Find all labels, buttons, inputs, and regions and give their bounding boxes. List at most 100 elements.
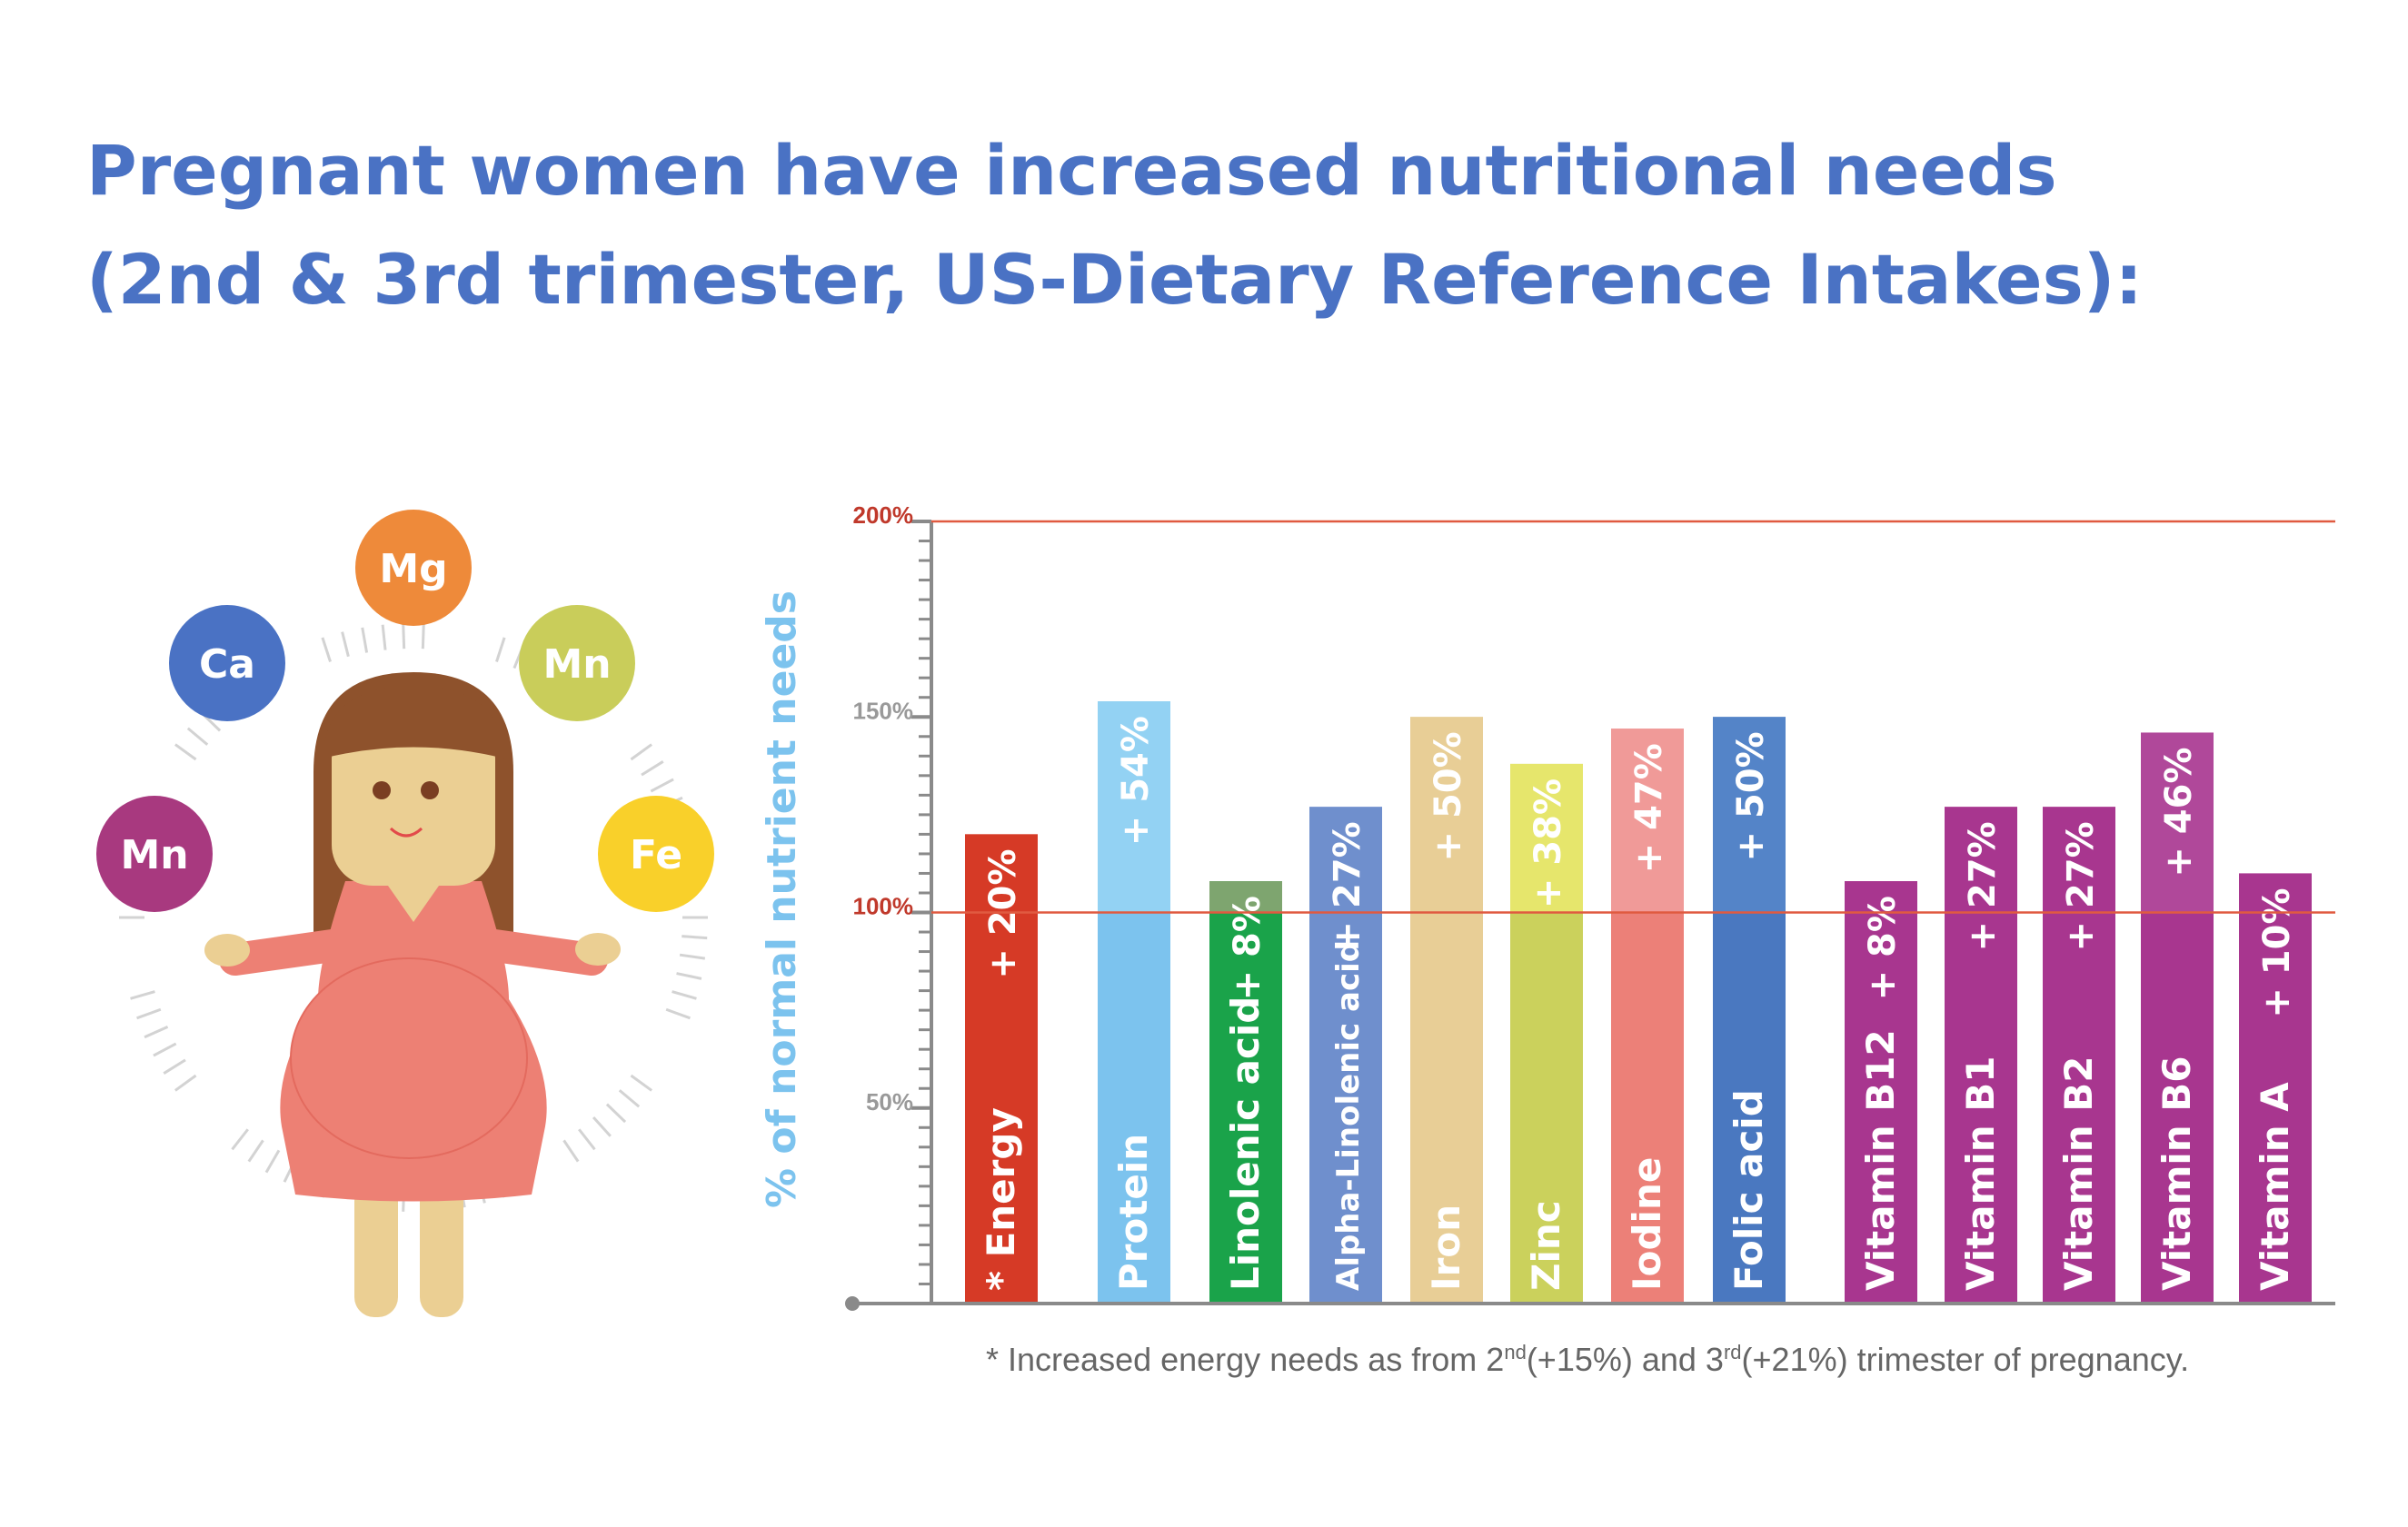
- value-label: + 54%: [1115, 716, 1157, 846]
- ring-dash: [231, 1128, 249, 1151]
- y-axis-label: % of normal nutrient needs: [759, 590, 805, 1208]
- ring-dash: [144, 1026, 169, 1039]
- ring-dash: [672, 990, 697, 1000]
- bar-top-segment: [965, 834, 1038, 913]
- y-tick-label: 100%: [853, 893, 914, 920]
- bar-top-segment: [2043, 807, 2115, 913]
- ring-dash: [676, 972, 702, 980]
- neckline: [382, 877, 445, 922]
- mineral-label: Mn: [542, 641, 611, 688]
- mineral-circle-fe: [598, 796, 714, 912]
- bar: [1845, 881, 1917, 1304]
- value-label: + 50%: [1730, 731, 1772, 861]
- category-label: Vitamin B12: [1858, 1029, 1903, 1291]
- bar-group: Vitamin B1 + 27%: [1945, 807, 2017, 1304]
- y-tick-label: 200%: [853, 501, 914, 529]
- value-label: + 46%: [2158, 747, 2200, 877]
- ring-dash: [578, 1128, 596, 1151]
- bar-top-segment: [1098, 701, 1170, 913]
- mineral-circle-mn: [96, 796, 213, 912]
- bar: [1209, 881, 1282, 1304]
- ring-dash: [650, 778, 674, 793]
- ring-dash: [153, 1042, 177, 1057]
- value-label: + 27%: [1962, 821, 2004, 951]
- bar-top-segment: [2239, 873, 2312, 913]
- ring-dash: [361, 627, 369, 653]
- ring-dash: [264, 1149, 281, 1174]
- hair-fringe: [323, 686, 504, 763]
- category-label: Iron: [1424, 1205, 1468, 1291]
- mineral-label: Ca: [199, 641, 255, 688]
- category-label: * Energy: [979, 1107, 1023, 1291]
- face: [332, 718, 495, 886]
- ring-dash: [341, 631, 350, 658]
- pregnant-woman-illustration: Mg Ca Mn Mn Fe: [96, 510, 714, 1317]
- bar-top-segment: [1845, 881, 1917, 913]
- ring-dash: [381, 624, 387, 650]
- y-axis-ticks: [911, 520, 931, 1305]
- bar-group: Iodine + 47%: [1611, 729, 1684, 1304]
- category-label: Vitamin A: [2253, 1082, 2297, 1291]
- ring-dash: [402, 623, 406, 649]
- ring-dash: [186, 727, 209, 746]
- category-label: Iodine: [1625, 1157, 1669, 1291]
- bar-group: * Energy + 20%: [965, 834, 1038, 1304]
- category-label: Zinc: [1524, 1200, 1568, 1291]
- bar-group: Folic acid + 50%: [1713, 717, 1786, 1304]
- ring-dash: [630, 1074, 653, 1092]
- bar-top-segment: [1209, 881, 1282, 913]
- ring-dash: [605, 1103, 627, 1124]
- ring-dash: [618, 1089, 641, 1108]
- bar-top-segment: [2141, 732, 2214, 913]
- page-title-line-2: (2nd & 3rd trimester, US-Dietary Referen…: [86, 239, 2143, 320]
- category-label: Vitamin B1: [1958, 1056, 2003, 1291]
- value-label: + 27%: [2060, 821, 2102, 951]
- ring-dash: [592, 1116, 612, 1137]
- ring-dash: [247, 1139, 264, 1163]
- bar-group: Iron + 50%: [1410, 717, 1483, 1304]
- bar-group: Vitamin B12+ 8%: [1845, 881, 1917, 1304]
- ring-dash: [495, 637, 506, 662]
- mineral-label: Mn: [120, 832, 188, 878]
- ring-dash: [641, 760, 664, 777]
- mineral-label: Mg: [379, 546, 447, 592]
- category-label: Vitamin B6: [2154, 1056, 2199, 1291]
- footnote-middle: (+15%) and 3: [1526, 1341, 1724, 1378]
- value-label: + 10%: [2256, 887, 2298, 1017]
- ring-dash: [630, 743, 653, 761]
- ring-dash: [163, 1058, 186, 1075]
- bar: [2239, 873, 2312, 1304]
- bar-group: Linolenic acid+ 8%: [1209, 881, 1282, 1304]
- bar-group: Zinc + 38%: [1510, 763, 1583, 1304]
- y-tick-label: 50%: [866, 1088, 913, 1116]
- ring-dash: [174, 1074, 197, 1092]
- footnote: * Increased energy needs as from 2nd(+15…: [986, 1341, 2189, 1379]
- axis-origin-dot: [845, 1296, 860, 1311]
- footnote-sup-nd: nd: [1504, 1341, 1527, 1363]
- mineral-circle-ca: [169, 605, 285, 721]
- mineral-label: Fe: [630, 832, 682, 878]
- left-hand: [204, 934, 250, 967]
- ring-dash: [682, 935, 708, 940]
- bar-top-segment: [1309, 807, 1382, 913]
- category-label: Alpha-Linolenic acid: [1330, 940, 1367, 1291]
- ring-dash: [679, 953, 706, 960]
- mineral-circle-mg: [355, 510, 472, 626]
- left-eye: [373, 781, 391, 799]
- bar-top-segment: [1945, 807, 2017, 913]
- category-label: Protein: [1111, 1134, 1156, 1291]
- bar-top-segment: [1510, 763, 1583, 913]
- bar-group: Alpha-Linolenic acid+ 27%: [1309, 807, 1382, 1304]
- value-label: + 47%: [1628, 743, 1670, 873]
- bar-top-segment: [1611, 729, 1684, 913]
- right-leg: [420, 1181, 463, 1317]
- belly: [290, 957, 528, 1159]
- footnote-prefix: * Increased energy needs as from 2: [986, 1341, 1505, 1378]
- right-hand: [575, 933, 621, 966]
- footnote-sup-rd: rd: [1723, 1341, 1742, 1363]
- ring-dash: [136, 1007, 162, 1020]
- bar-group: Vitamin B6 + 46%: [2141, 732, 2214, 1304]
- mineral-circle-mn: [519, 605, 635, 721]
- category-label: Linolenic acid: [1223, 997, 1268, 1291]
